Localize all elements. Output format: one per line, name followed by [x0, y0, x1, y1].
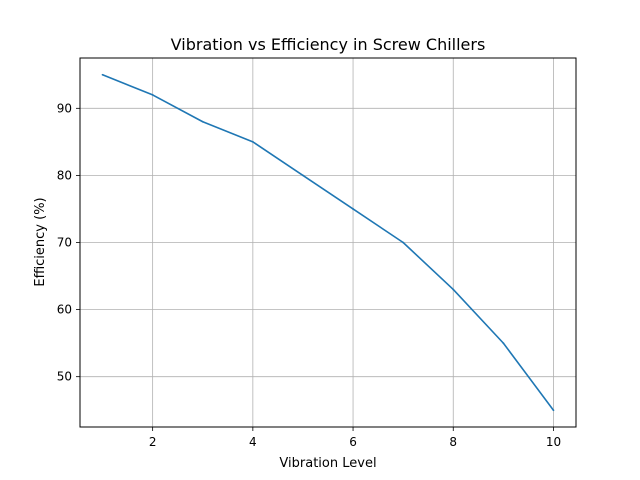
grid	[80, 58, 576, 427]
x-tick-label: 10	[546, 435, 561, 449]
y-tick-label: 90	[57, 101, 72, 115]
chart-title: Vibration vs Efficiency in Screw Chiller…	[171, 35, 486, 54]
data-point	[502, 342, 505, 345]
y-tick-label: 60	[57, 303, 72, 317]
data-point	[101, 73, 104, 76]
y-tick-label: 50	[57, 370, 72, 384]
data-point	[251, 140, 254, 143]
data-point	[151, 94, 154, 96]
y-axis-label: Efficiency (%)	[33, 197, 48, 286]
x-tick-label: 6	[349, 435, 357, 449]
series-layer	[101, 73, 555, 412]
x-tick-label: 8	[449, 435, 457, 449]
data-point	[352, 208, 354, 210]
x-tick-label: 4	[249, 435, 257, 449]
y-tick-label: 80	[57, 168, 72, 182]
data-point	[302, 174, 304, 177]
x-axis: 2 4 6 8 10	[149, 427, 561, 449]
series-line-0	[102, 74, 555, 411]
data-point	[452, 288, 455, 291]
data-point	[552, 409, 555, 412]
y-tick-label: 70	[57, 236, 72, 250]
x-tick-label: 2	[149, 435, 157, 449]
x-axis-label: Vibration Level	[279, 456, 376, 471]
data-point	[402, 241, 405, 244]
data-point	[201, 120, 204, 123]
y-axis: 50 60 70 80 90	[57, 101, 80, 384]
